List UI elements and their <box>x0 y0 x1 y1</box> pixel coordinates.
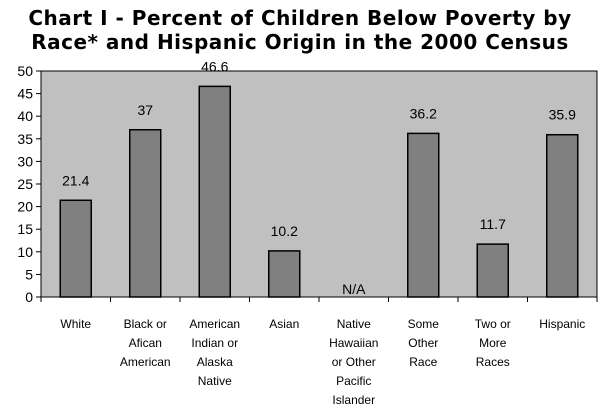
y-tick-label: 30 <box>17 153 33 169</box>
data-label: 37 <box>137 102 153 118</box>
x-category-label: Some Other Race <box>408 317 440 369</box>
y-tick-label: 50 <box>17 63 33 79</box>
y-tick-label: 15 <box>17 221 33 237</box>
y-tick-label: 0 <box>25 289 33 305</box>
y-tick-label: 25 <box>17 176 33 192</box>
y-tick-label: 35 <box>17 131 33 147</box>
y-tick-label: 40 <box>17 108 33 124</box>
x-category-label: Native Hawaiian or Other Pacific Islander <box>329 317 378 407</box>
chart-title-line-1: Chart I - Percent of Children Below Pove… <box>28 6 572 30</box>
data-label: 36.2 <box>410 105 437 121</box>
x-category-label: Black or Afican American <box>120 317 171 369</box>
data-label: N/A <box>342 281 366 297</box>
y-tick-label: 45 <box>17 86 33 102</box>
bar <box>59 199 92 298</box>
data-label: 11.7 <box>480 216 506 232</box>
x-category-label: Asian <box>269 317 299 331</box>
bar <box>407 132 440 298</box>
x-category-label: Two or More Races <box>475 317 511 369</box>
data-label: 46.6 <box>201 58 228 74</box>
chart-title: Chart I - Percent of Children Below Pove… <box>0 6 600 54</box>
data-label: 10.2 <box>271 223 298 239</box>
x-category-label: White <box>60 317 91 331</box>
data-label: 35.9 <box>549 107 576 123</box>
bar <box>129 129 162 298</box>
bar <box>268 250 301 298</box>
data-label: 21.4 <box>62 172 89 188</box>
bar <box>546 133 579 298</box>
y-tick-label: 20 <box>17 199 33 215</box>
x-category-label: Hispanic <box>539 317 585 331</box>
y-tick-label: 5 <box>25 266 33 282</box>
bar <box>198 85 231 298</box>
x-category-label: American Indian or Alaska Native <box>189 317 240 388</box>
y-tick-label: 10 <box>17 244 33 260</box>
plot-area <box>40 70 598 298</box>
bar <box>476 243 509 298</box>
chart-title-line-2: Race* and Hispanic Origin in the 2000 Ce… <box>31 30 569 54</box>
